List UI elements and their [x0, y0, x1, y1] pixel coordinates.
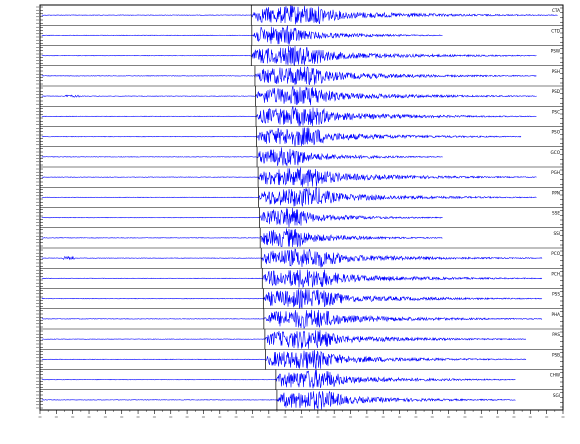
station-label: SSE: [552, 211, 560, 216]
waveform-trace: [41, 289, 543, 309]
station-label: PSD: [552, 89, 560, 94]
waveform-trace: [41, 309, 543, 329]
station-label: PSH: [552, 69, 560, 74]
station-label: PSO: [552, 130, 561, 135]
station-label: PCH: [551, 271, 560, 276]
station-label: PGH: [551, 170, 560, 175]
station-label: PCO: [551, 251, 560, 256]
station-label: CTD: [551, 28, 560, 33]
station-label: CHW: [550, 373, 560, 378]
waveform-trace: [41, 390, 516, 410]
waveform-trace: [41, 147, 443, 167]
station-label: PSC: [552, 109, 560, 114]
waveform-trace: [41, 25, 443, 45]
waveform-trace: [41, 369, 516, 389]
station-label: PSW: [551, 49, 560, 54]
waveform-trace: [41, 105, 537, 127]
waveform-trace: [41, 66, 537, 86]
station-label: PSS: [552, 292, 560, 297]
station-label: PSB: [552, 352, 560, 357]
station-label: PPN: [552, 190, 560, 195]
station-label: CTA: [552, 8, 560, 13]
station-label: PHA: [551, 312, 560, 317]
waveform-trace: [41, 167, 537, 187]
waveform-trace: [41, 330, 527, 349]
station-label: PAS: [552, 332, 560, 337]
waveform-trace: [41, 45, 537, 66]
station-label: SSI: [553, 231, 560, 236]
waveform-trace: [41, 85, 537, 106]
station-label: SGI: [553, 393, 560, 398]
waveform-trace: [41, 248, 543, 268]
waveform-trace: [41, 269, 543, 289]
waveform-trace: [41, 228, 443, 248]
waveform-trace: [41, 350, 527, 370]
waveform-trace: [41, 127, 522, 147]
waveform-trace: [41, 5, 558, 25]
station-label: GCO: [551, 150, 561, 155]
waveform-trace: [41, 187, 537, 207]
waveform-trace: [41, 207, 443, 228]
